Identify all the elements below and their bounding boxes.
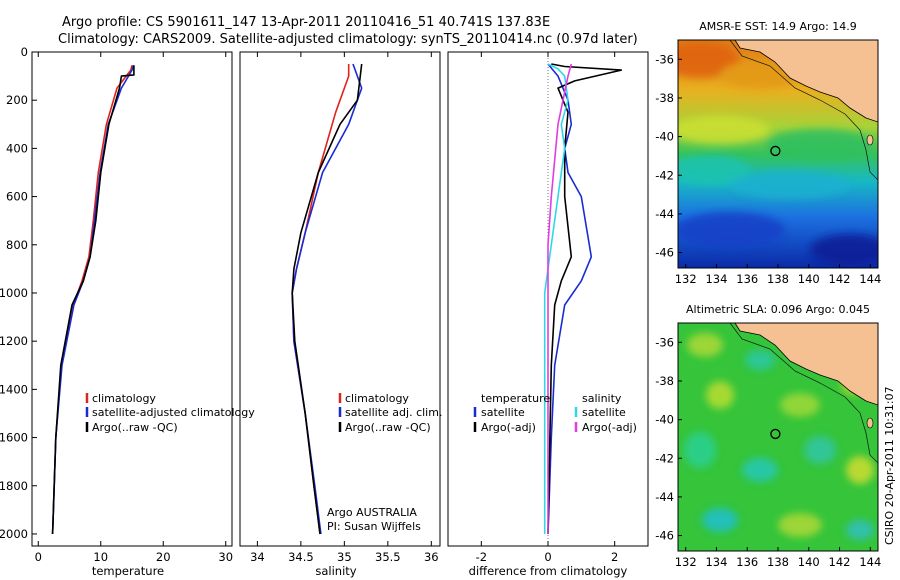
- salinity-xtick-label: 35: [337, 550, 352, 564]
- sla-map-ytick-label: -42: [655, 451, 674, 465]
- sst-map-ytick-label: -42: [655, 168, 674, 182]
- sla-map-ytick-label: -40: [655, 413, 674, 427]
- sla-map-xtick-label: 132: [675, 555, 697, 569]
- difference-legend-entry-4: Argo(-adj): [582, 421, 637, 434]
- difference-legend-header-temperature: temperature: [481, 392, 550, 405]
- temperature-xtick-label: 30: [218, 550, 233, 564]
- sla-map-xtick-label: 136: [736, 555, 758, 569]
- temperature-ytick-label: 800: [6, 238, 28, 252]
- sst-map-ytick-label: -44: [655, 207, 674, 221]
- temperature-ytick-label: 1600: [0, 431, 28, 445]
- sla-map-ytick-label: -38: [655, 374, 674, 388]
- difference-legend-entry-2: Argo(-adj): [481, 421, 536, 434]
- sla-map-island: [866, 417, 874, 429]
- temperature-series-line-3: [51, 65, 135, 535]
- temperature-panel-frame: [31, 51, 233, 547]
- sla-map-title: Altimetric SLA: 0.096 Argo: 0.045: [686, 303, 870, 316]
- sst-map-xtick-label: 134: [705, 272, 727, 286]
- sla-map-xtick-label: 142: [829, 555, 851, 569]
- salinity-annotation-pi: PI: Susan Wijffels: [327, 520, 421, 533]
- salinity-panel: 34 34.5 35 35.5 36: [250, 52, 439, 564]
- temperature-axis-label: temperature: [92, 564, 164, 578]
- temperature-panel: 0 10 20 30 0 200 400 600 800 1000 1200 1400 1600 1800…: [0, 45, 233, 564]
- sst-map-ytick-label: -40: [655, 130, 674, 144]
- sst-map-shelf-contour: [729, 40, 878, 181]
- sst-map-land: [734, 40, 878, 123]
- temperature-legend-entry-1: climatology: [92, 392, 156, 405]
- difference-xtick-label: 2: [611, 550, 618, 564]
- sla-map-ytick-label: -46: [655, 529, 674, 543]
- salinity-xtick-label: 34.5: [288, 550, 314, 564]
- temperature-ytick-label: 600: [6, 190, 28, 204]
- sst-map-xtick-label: 144: [859, 272, 881, 286]
- salinity-xtick-label: 34: [250, 550, 265, 564]
- sla-map-xtick-label: 144: [859, 555, 881, 569]
- difference-series-line-3: [543, 63, 569, 534]
- sst-map-xtick-label: 136: [736, 272, 758, 286]
- sla-map-ytick-label: -36: [655, 335, 674, 349]
- temperature-ytick-label: 1000: [0, 286, 28, 300]
- sla-map-xtick-label: 134: [705, 555, 727, 569]
- difference-xtick-label: 0: [544, 550, 551, 564]
- figure-title-line1: Argo profile: CS 5901611_147 13-Apr-2011…: [62, 15, 550, 30]
- salinity-series-line-3: [291, 63, 363, 535]
- salinity-legend-entry-1: climatology: [345, 392, 409, 405]
- sla-map-xtick-label: 140: [798, 555, 820, 569]
- salinity-xtick-label: 36: [424, 550, 439, 564]
- sst-map-argo-location-marker: [770, 145, 781, 157]
- salinity-annotation-argo: Argo AUSTRALIA: [327, 506, 417, 519]
- sla-map-argo-location-marker: [770, 428, 781, 440]
- salinity-legend-entry-3: Argo(..raw -QC): [345, 421, 431, 434]
- temperature-legend-entry-2: satellite-adjusted climatology: [92, 406, 255, 419]
- figure-title-line2: Climatology: CARS2009. Satellite-adjuste…: [58, 32, 638, 47]
- sst-map-xtick-label: 132: [675, 272, 697, 286]
- sst-map-ytick-label: -38: [655, 91, 674, 105]
- temperature-ytick-label: 0: [21, 45, 28, 59]
- sst-map: [678, 40, 878, 268]
- sla-map-axes: 132 134 136 138 140 142 144 -36 -38 -40 -42 -44 -46: [655, 335, 881, 569]
- temperature-ytick-label: 200: [6, 93, 28, 107]
- difference-legend-header-salinity: salinity: [582, 392, 622, 405]
- temperature-xtick-label: 10: [93, 550, 108, 564]
- difference-panel: -2 0 2: [473, 52, 623, 564]
- temperature-ytick-label: 1400: [0, 382, 28, 396]
- temperature-ytick-label: 1800: [0, 479, 28, 493]
- sst-map-xtick-label: 138: [767, 272, 789, 286]
- sla-map-land: [734, 323, 878, 406]
- temperature-ytick-label: 400: [6, 141, 28, 155]
- temperature-legend-entry-3: Argo(..raw -QC): [92, 421, 178, 434]
- difference-legend-entry-3: satellite: [582, 406, 626, 419]
- difference-legend-entry-1: satellite: [481, 406, 525, 419]
- sst-map-title: AMSR-E SST: 14.9 Argo: 14.9: [699, 20, 857, 33]
- sst-map-ytick-label: -46: [655, 246, 674, 260]
- sla-map-ytick-label: -44: [655, 490, 674, 504]
- sst-map-xtick-label: 140: [798, 272, 820, 286]
- temperature-ytick-label: 1200: [0, 334, 28, 348]
- temperature-ytick-label: 2000: [0, 527, 28, 541]
- difference-axis-label: difference from climatology: [469, 564, 628, 578]
- sla-map: [678, 323, 878, 551]
- difference-xtick-label: -2: [476, 550, 487, 564]
- side-timestamp: CSIRO 20-Apr-2011 10:31:07: [883, 386, 896, 545]
- difference-series-line-4: [547, 63, 573, 534]
- sla-map-xtick-label: 138: [767, 555, 789, 569]
- sst-map-axes: 132 134 136 138 140 142 144 -36 -38 -40 -42 -44 -46: [655, 52, 881, 286]
- temperature-xtick-label: 20: [156, 550, 171, 564]
- salinity-xtick-label: 35.5: [375, 550, 401, 564]
- sla-map-shelf-contour: [729, 323, 878, 464]
- temperature-xtick-label: 0: [35, 550, 42, 564]
- salinity-legend-entry-2: satellite adj. clim.: [345, 406, 442, 419]
- salinity-panel-frame: [239, 51, 441, 547]
- sst-map-ytick-label: -36: [655, 52, 674, 66]
- salinity-axis-label: salinity: [315, 564, 356, 578]
- sst-map-island: [866, 134, 874, 146]
- sst-map-xtick-label: 142: [829, 272, 851, 286]
